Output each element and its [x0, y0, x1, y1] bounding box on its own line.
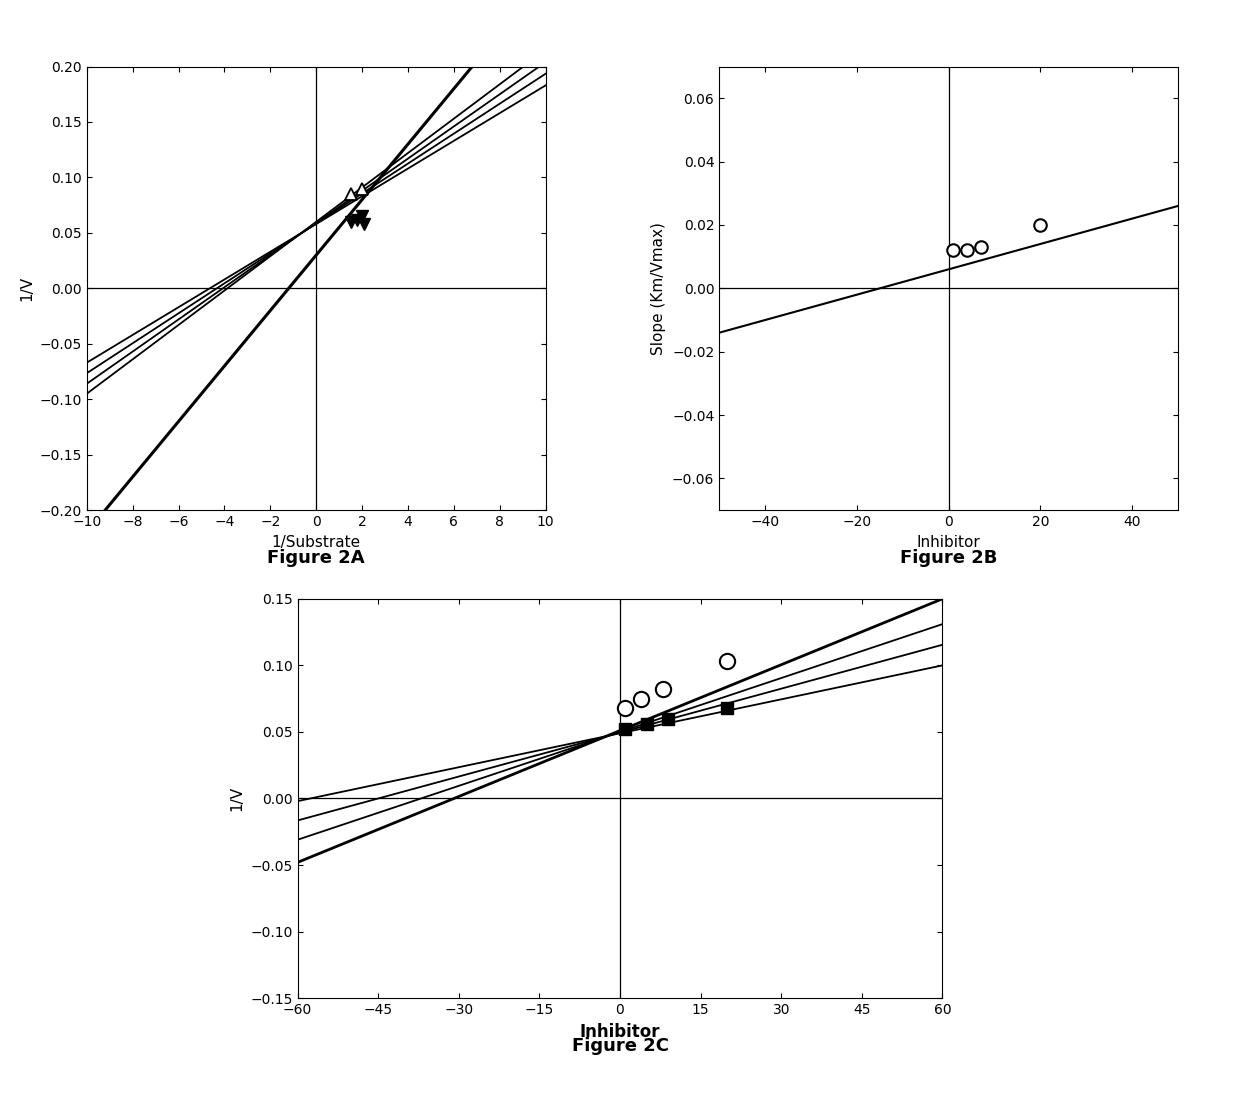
X-axis label: Inhibitor: Inhibitor	[580, 1022, 660, 1040]
Text: Figure 2B: Figure 2B	[900, 549, 997, 567]
X-axis label: Inhibitor: Inhibitor	[916, 535, 981, 550]
Y-axis label: 1/V: 1/V	[19, 276, 33, 301]
Y-axis label: Slope (Km/Vmax): Slope (Km/Vmax)	[651, 222, 666, 355]
Text: Figure 2A: Figure 2A	[268, 549, 365, 567]
Y-axis label: 1/V: 1/V	[229, 786, 244, 811]
Text: Figure 2C: Figure 2C	[572, 1037, 668, 1055]
X-axis label: 1/Substrate: 1/Substrate	[272, 535, 361, 550]
